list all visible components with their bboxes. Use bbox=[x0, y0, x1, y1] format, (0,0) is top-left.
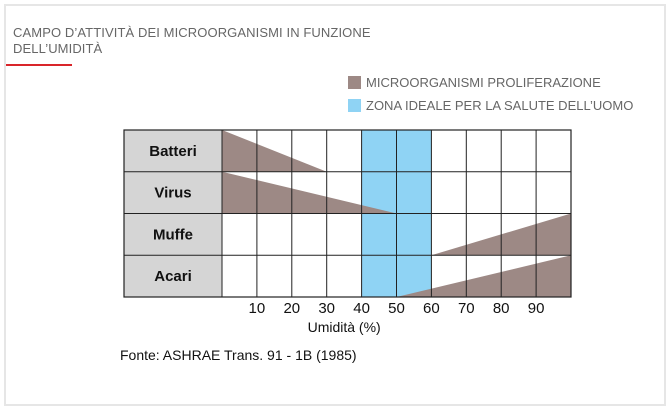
x-tick-label-20: 20 bbox=[283, 300, 300, 317]
source-note: Fonte: ASHRAE Trans. 91 - 1B (1985) bbox=[120, 347, 357, 363]
x-tick-label-40: 40 bbox=[353, 300, 370, 317]
row-label-virus: Virus bbox=[154, 185, 191, 202]
chart-border bbox=[123, 129, 572, 298]
chart-frame bbox=[4, 4, 666, 406]
x-tick-label-70: 70 bbox=[458, 300, 475, 317]
legend-swatch-proliferation bbox=[348, 75, 361, 89]
x-tick-label-80: 80 bbox=[493, 300, 510, 317]
x-tick-label-30: 30 bbox=[318, 300, 335, 317]
legend-swatch-ideal-zone bbox=[348, 98, 361, 112]
proliferation-wedge-batteri bbox=[222, 130, 327, 172]
x-tick-label-50: 50 bbox=[388, 300, 405, 317]
legend-item-proliferation: MICROORGANISMI PROLIFERAZIONE bbox=[348, 74, 601, 90]
x-tick-label-60: 60 bbox=[423, 300, 440, 317]
legend-label-ideal-zone: ZONA IDEALE PER LA SALUTE DELL’UOMO bbox=[366, 97, 634, 113]
row-label-acari: Acari bbox=[154, 268, 192, 285]
legend-label-proliferation: MICROORGANISMI PROLIFERAZIONE bbox=[366, 74, 601, 90]
title-underline bbox=[6, 64, 72, 66]
x-tick-label-10: 10 bbox=[249, 300, 266, 317]
row-label-batteri: Batteri bbox=[149, 143, 197, 160]
x-tick-label-90: 90 bbox=[528, 300, 545, 317]
proliferation-wedge-acari bbox=[396, 255, 571, 297]
legend-item-ideal-zone: ZONA IDEALE PER LA SALUTE DELL’UOMO bbox=[348, 97, 633, 113]
row-label-muffe: Muffe bbox=[153, 226, 193, 243]
x-axis-label: Umidità (%) bbox=[308, 319, 381, 335]
chart-title: CAMPO D’ATTIVITÀ DEI MICROORGANISMI IN F… bbox=[13, 25, 371, 56]
proliferation-wedge-virus bbox=[222, 171, 397, 214]
